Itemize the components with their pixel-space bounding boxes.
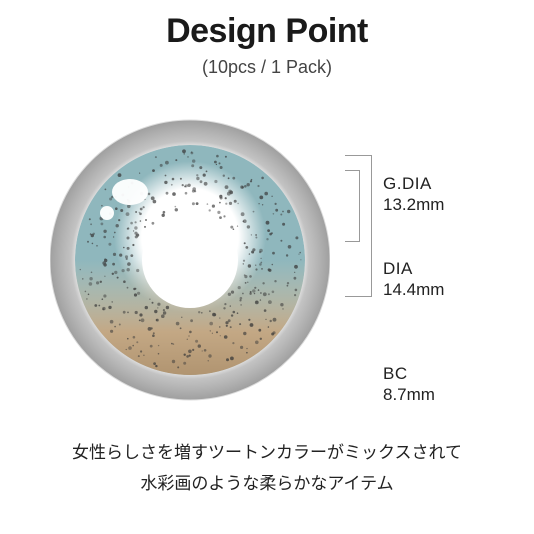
description: 女性らしさを増すツートンカラーがミックスされて 水彩画のような柔らかなアイテム xyxy=(0,438,534,499)
dim-dia-value: 14.4mm xyxy=(383,279,444,300)
description-line2: 水彩画のような柔らかなアイテム xyxy=(0,469,534,500)
bracket-dia xyxy=(345,155,372,297)
dim-dia-label: DIA xyxy=(383,258,444,279)
lens-diagram: G.DIA 13.2mm DIA 14.4mm BC 8.7mm xyxy=(0,100,534,410)
description-line1: 女性らしさを増すツートンカラーがミックスされて xyxy=(0,438,534,469)
dim-dia: DIA 14.4mm xyxy=(383,258,444,301)
page-title: Design Point xyxy=(0,12,534,51)
dim-bc: BC 8.7mm xyxy=(383,363,435,406)
lens-icon xyxy=(50,110,330,420)
dim-gdia: G.DIA 13.2mm xyxy=(383,173,444,216)
dim-bc-label: BC xyxy=(383,363,435,384)
dim-gdia-label: G.DIA xyxy=(383,173,444,194)
highlight-large-icon xyxy=(112,179,148,205)
highlight-small-icon xyxy=(100,206,114,220)
dim-gdia-value: 13.2mm xyxy=(383,194,444,215)
dim-bc-value: 8.7mm xyxy=(383,384,435,405)
page-subtitle: (10pcs / 1 Pack) xyxy=(0,57,534,78)
